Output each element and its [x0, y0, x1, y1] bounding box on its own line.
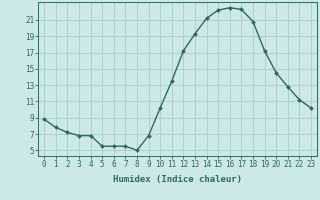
X-axis label: Humidex (Indice chaleur): Humidex (Indice chaleur) — [113, 175, 242, 184]
